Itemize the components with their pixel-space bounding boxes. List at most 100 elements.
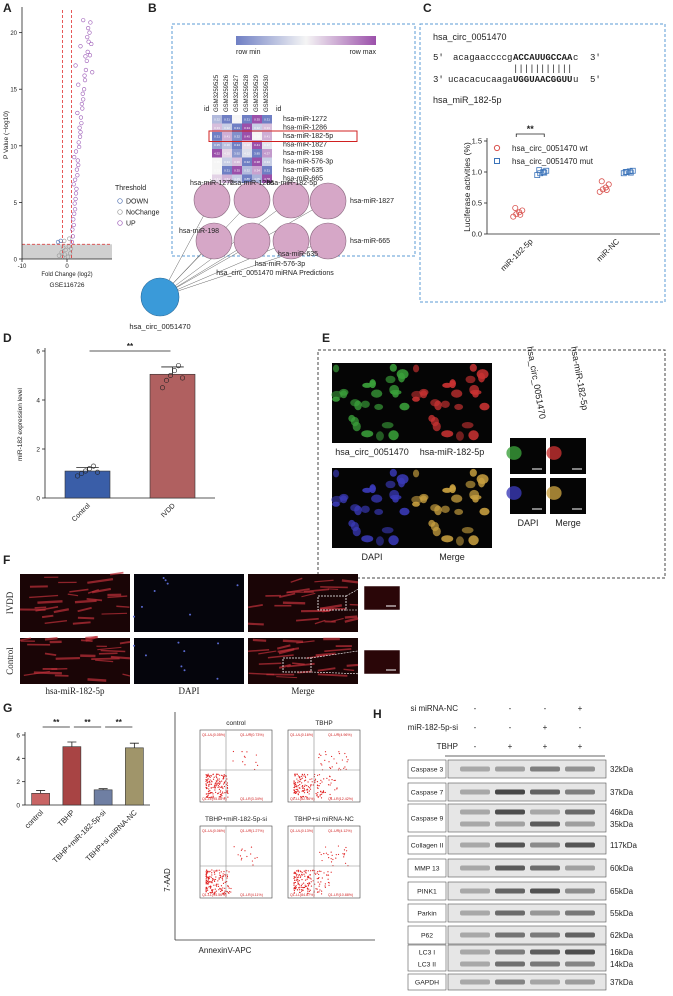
event <box>301 784 304 787</box>
event <box>323 778 325 780</box>
fiber <box>86 597 103 602</box>
zoom-title: hsa-miR-182-5p <box>569 346 590 411</box>
fiber <box>344 617 359 623</box>
center-label: hsa_circ_0051470 <box>129 322 190 331</box>
heatmap-cell <box>222 174 232 183</box>
network-title: hsa_circ_0051470 miRNA Predictions <box>216 270 334 277</box>
event <box>211 889 214 891</box>
cell <box>398 372 406 383</box>
column-label: GSM3259527 <box>234 74 240 112</box>
event <box>216 869 218 871</box>
legend-label: UP <box>126 221 136 228</box>
point <box>70 227 75 232</box>
protein-label: MMP 13 <box>414 866 439 873</box>
event <box>300 796 302 798</box>
heatmap-cell <box>212 157 222 166</box>
event <box>218 783 221 785</box>
event <box>293 884 295 886</box>
event <box>296 870 298 872</box>
nucleus <box>133 615 136 618</box>
heatmap-cell <box>222 166 232 175</box>
cell <box>506 486 522 500</box>
event <box>208 877 210 879</box>
event <box>213 884 215 886</box>
point <box>620 170 627 177</box>
event <box>226 782 229 784</box>
event <box>255 754 257 756</box>
band <box>565 821 595 827</box>
cell <box>371 389 383 398</box>
event <box>256 764 259 766</box>
event <box>218 786 220 788</box>
event <box>210 889 213 891</box>
legend-label: DOWN <box>126 199 148 206</box>
row-label: hsa-miR-198 <box>283 150 323 157</box>
point <box>168 372 174 378</box>
event <box>227 886 229 888</box>
event <box>294 790 296 793</box>
cell-value: 0.34 <box>264 160 270 164</box>
event <box>210 796 212 798</box>
event <box>301 795 303 798</box>
condition-sign: - <box>579 723 582 732</box>
cell <box>350 399 360 407</box>
cell-value: 0.38 <box>254 160 260 164</box>
event <box>222 873 224 875</box>
condition-label: TBHP <box>437 742 458 751</box>
fiber <box>80 639 93 643</box>
event <box>222 792 224 794</box>
event <box>224 873 226 876</box>
condition-sign: - <box>509 704 512 713</box>
band <box>530 821 560 827</box>
blot <box>447 973 607 991</box>
event <box>317 877 320 880</box>
fiber <box>51 667 68 670</box>
event <box>241 751 243 753</box>
error-bar <box>129 742 139 748</box>
point <box>71 182 76 187</box>
event <box>309 883 311 885</box>
kda-label: 32kDa <box>610 765 634 774</box>
event <box>302 795 305 798</box>
flow-title: TBHP+miR-182-5p-si <box>205 816 267 823</box>
event <box>293 890 295 892</box>
event <box>218 788 220 790</box>
event <box>216 777 218 779</box>
heatmap-cell <box>252 157 262 166</box>
bar <box>149 373 196 499</box>
point <box>79 470 85 476</box>
zoom-line <box>345 585 365 597</box>
end: 3' <box>433 75 444 85</box>
nucleus <box>189 613 192 616</box>
band <box>495 949 525 955</box>
point <box>74 167 79 172</box>
event <box>320 797 323 799</box>
point <box>81 87 87 92</box>
fiber <box>317 673 348 677</box>
event <box>318 756 320 759</box>
bar <box>125 747 144 806</box>
quadrant-label: Q1-LR(4.11%) <box>240 893 263 897</box>
cell <box>441 430 454 438</box>
event <box>294 886 296 888</box>
event <box>211 880 214 882</box>
fiber <box>23 670 50 676</box>
event <box>333 758 335 760</box>
event <box>215 775 217 777</box>
band <box>495 888 525 894</box>
condition-sign: + <box>508 742 513 751</box>
event <box>217 792 219 794</box>
cell <box>441 535 454 543</box>
column-label: GSM3259526 <box>224 74 230 112</box>
event <box>330 797 332 799</box>
event <box>219 790 222 792</box>
event <box>330 858 332 860</box>
panel-label: G <box>3 701 12 715</box>
event <box>226 880 228 883</box>
cell-value: 0.41 <box>224 135 230 139</box>
fiber <box>320 586 348 589</box>
point <box>71 217 76 222</box>
node-label: hsa-miR-1272 <box>190 180 234 187</box>
event <box>212 795 214 797</box>
event <box>213 786 215 788</box>
